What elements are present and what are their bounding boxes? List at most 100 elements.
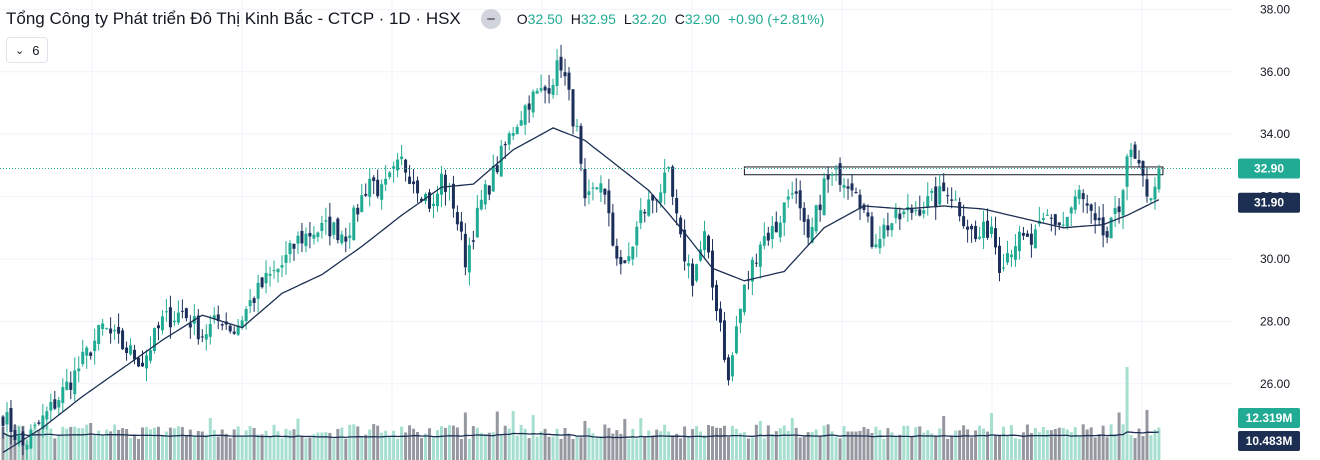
volume-bar [631,428,635,460]
candle-body [627,256,631,262]
volume-bar [491,432,495,460]
volume-bar [766,425,770,460]
volume-bar [599,435,603,460]
volume-bar [1009,425,1013,460]
candle-body [818,204,822,211]
volume-bar [1041,427,1045,460]
candle-body [348,235,352,239]
candle-body [1109,217,1113,239]
volume-bar [659,431,663,460]
candle-body [9,407,13,433]
candle-body [495,165,499,173]
volume-bar [141,427,145,460]
volume-bar [1013,438,1017,460]
volume-bar [53,438,57,460]
candle-body [133,349,137,360]
volume-bar [1149,435,1153,460]
last-price-badge-bg [1238,158,1300,179]
candle-body [328,216,332,237]
candle-body [994,228,998,248]
candle-body [982,221,986,238]
candle-body [400,156,404,160]
candle-body [57,400,61,408]
volume-bar [639,418,643,460]
volume-bar [324,432,328,460]
volume-bar [1073,427,1077,460]
volume-bar [794,427,798,460]
resistance-box [743,166,1164,176]
volume-bar [160,435,164,460]
volume-bar [204,434,208,460]
volume-bar [1113,434,1117,460]
volume-bar [535,436,539,460]
candle-body [1065,216,1069,227]
candle-body [292,243,296,249]
candle-body [312,234,316,239]
candle-body [388,172,392,178]
eye-icon[interactable] [480,9,501,29]
volume-bar [463,412,467,460]
volume-bar [1069,432,1073,460]
candle-body [1077,189,1081,199]
candle-body [137,357,141,367]
candle-body [671,166,675,197]
candle-body [774,221,778,233]
volume-bar [1065,429,1069,460]
candle-body [738,308,742,323]
volume-bar [156,426,160,460]
candle-body [555,60,559,86]
candle-body [886,225,890,231]
candle-body [491,165,495,192]
candle-body [515,126,519,135]
candle-body [1097,217,1101,221]
volume-bar [332,438,336,460]
candle-body [65,381,69,390]
volume-bar [431,436,435,460]
volume-bar [655,429,659,460]
candle-body [663,172,667,194]
volume-bar [718,428,722,460]
volume-bar [416,432,420,460]
candle-body [69,382,73,390]
resistance-zone[interactable] [743,166,1164,176]
volume-bar [320,432,324,460]
volume-bar [738,432,742,460]
candle-body [1133,144,1137,159]
candle-body [77,368,81,372]
volume-bar [878,430,882,460]
candle-body [794,191,798,194]
volume-bar [133,435,137,460]
volume-bar [340,427,344,460]
candle-body [89,352,93,356]
candle-body [443,174,447,192]
volume-bar [934,435,938,460]
volume-bar [790,418,794,460]
volume-ma-badge-bg [1238,431,1300,451]
volume-bar [447,425,451,460]
candle-body [475,207,479,238]
volume-bar [1117,412,1121,460]
candles[interactable] [1,44,1161,460]
candle-body [734,326,738,354]
volume-bar [288,430,292,460]
candle-body [599,183,603,193]
symbol-title[interactable]: Tổng Công ty Phát triển Đô Thị Kinh Bắc … [6,9,461,28]
volume-bar [443,427,447,460]
volume-bar [184,436,188,460]
indicators-toggle-button[interactable]: ⌄ 6 [6,37,49,63]
volume-bar [603,424,607,460]
volume-bar [543,428,547,460]
volume-bar [531,415,535,460]
volume-bar [571,438,575,460]
candle-body [695,264,699,281]
volume-bar [412,428,416,460]
candle-body [451,183,455,209]
volume-bar [61,426,65,460]
candle-body [93,340,97,352]
volume-bar [471,426,475,460]
candle-body [635,226,639,246]
candle-body [571,89,575,127]
candle-body [320,222,324,232]
